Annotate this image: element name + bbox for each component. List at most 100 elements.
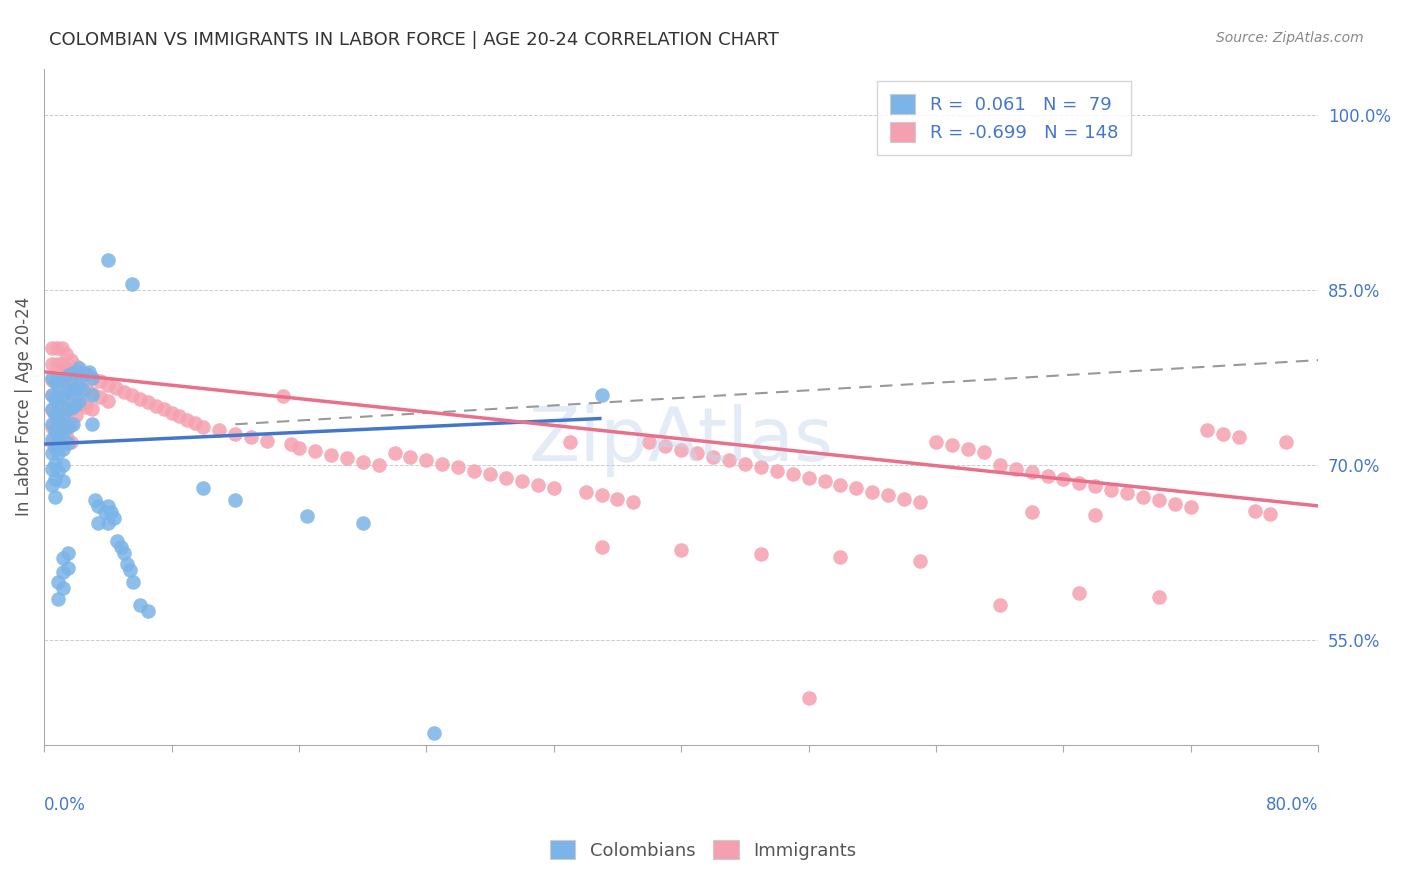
- Point: [686, 446, 709, 460]
- Point: [115, 558, 138, 572]
- Point: [399, 450, 422, 464]
- Point: [1147, 590, 1170, 604]
- Point: [432, 457, 454, 471]
- Point: [575, 484, 598, 499]
- Point: [41, 419, 63, 434]
- Point: [591, 488, 613, 502]
- Point: [543, 482, 565, 496]
- Point: [51, 403, 73, 417]
- Point: [121, 388, 143, 402]
- Point: [352, 454, 374, 468]
- Point: [56, 560, 79, 574]
- Point: [224, 493, 246, 508]
- Point: [193, 482, 215, 496]
- Point: [52, 425, 75, 440]
- Point: [65, 376, 87, 390]
- Point: [717, 453, 740, 467]
- Point: [56, 419, 79, 434]
- Point: [280, 437, 302, 451]
- Point: [702, 450, 724, 464]
- Point: [1004, 461, 1026, 475]
- Point: [72, 382, 94, 396]
- Point: [48, 430, 70, 444]
- Text: Source: ZipAtlas.com: Source: ZipAtlas.com: [1216, 31, 1364, 45]
- Point: [240, 430, 263, 444]
- Point: [48, 396, 70, 410]
- Point: [110, 540, 132, 554]
- Point: [60, 353, 83, 368]
- Point: [52, 475, 75, 489]
- Point: [654, 439, 676, 453]
- Point: [1275, 434, 1298, 449]
- Point: [208, 423, 231, 437]
- Point: [925, 434, 948, 449]
- Point: [55, 347, 77, 361]
- Point: [97, 377, 120, 392]
- Point: [988, 458, 1011, 472]
- Point: [1180, 500, 1202, 514]
- Point: [41, 461, 63, 475]
- Point: [1132, 490, 1154, 504]
- Point: [112, 384, 135, 399]
- Point: [52, 408, 75, 422]
- Point: [65, 397, 87, 411]
- Point: [69, 381, 91, 395]
- Point: [423, 726, 446, 740]
- Point: [41, 388, 63, 402]
- Point: [510, 475, 533, 489]
- Point: [75, 400, 97, 414]
- Point: [224, 426, 246, 441]
- Point: [41, 434, 63, 449]
- Point: [48, 446, 70, 460]
- Point: [51, 373, 73, 387]
- Point: [60, 434, 83, 449]
- Point: [122, 574, 145, 589]
- Point: [41, 388, 63, 402]
- Point: [45, 342, 67, 356]
- Point: [893, 491, 915, 506]
- Text: 80.0%: 80.0%: [1265, 796, 1319, 814]
- Point: [193, 419, 215, 434]
- Point: [80, 385, 103, 400]
- Point: [62, 417, 84, 432]
- Point: [80, 370, 103, 384]
- Point: [1227, 430, 1250, 444]
- Point: [52, 566, 75, 580]
- Point: [55, 427, 77, 442]
- Point: [128, 392, 150, 406]
- Point: [1116, 486, 1139, 500]
- Point: [558, 434, 581, 449]
- Point: [75, 367, 97, 381]
- Point: [80, 417, 103, 432]
- Text: COLOMBIAN VS IMMIGRANTS IN LABOR FORCE | AGE 20-24 CORRELATION CHART: COLOMBIAN VS IMMIGRANTS IN LABOR FORCE |…: [49, 31, 779, 49]
- Point: [463, 464, 485, 478]
- Point: [75, 384, 97, 398]
- Point: [55, 362, 77, 376]
- Point: [1069, 475, 1091, 490]
- Point: [830, 550, 852, 565]
- Point: [1084, 479, 1107, 493]
- Point: [65, 392, 87, 406]
- Point: [1195, 423, 1218, 437]
- Point: [52, 581, 75, 595]
- Point: [1164, 497, 1187, 511]
- Point: [60, 385, 83, 400]
- Point: [367, 458, 389, 472]
- Point: [41, 478, 63, 492]
- Text: ZipAtlas: ZipAtlas: [529, 404, 834, 477]
- Point: [67, 393, 90, 408]
- Point: [56, 436, 79, 450]
- Point: [48, 378, 70, 392]
- Point: [1036, 468, 1059, 483]
- Point: [877, 488, 900, 502]
- Point: [48, 574, 70, 589]
- Point: [41, 357, 63, 371]
- Point: [87, 499, 110, 513]
- Point: [271, 389, 294, 403]
- Point: [93, 505, 115, 519]
- Point: [104, 381, 127, 395]
- Point: [591, 540, 613, 554]
- Point: [41, 342, 63, 356]
- Point: [80, 370, 103, 384]
- Point: [60, 418, 83, 433]
